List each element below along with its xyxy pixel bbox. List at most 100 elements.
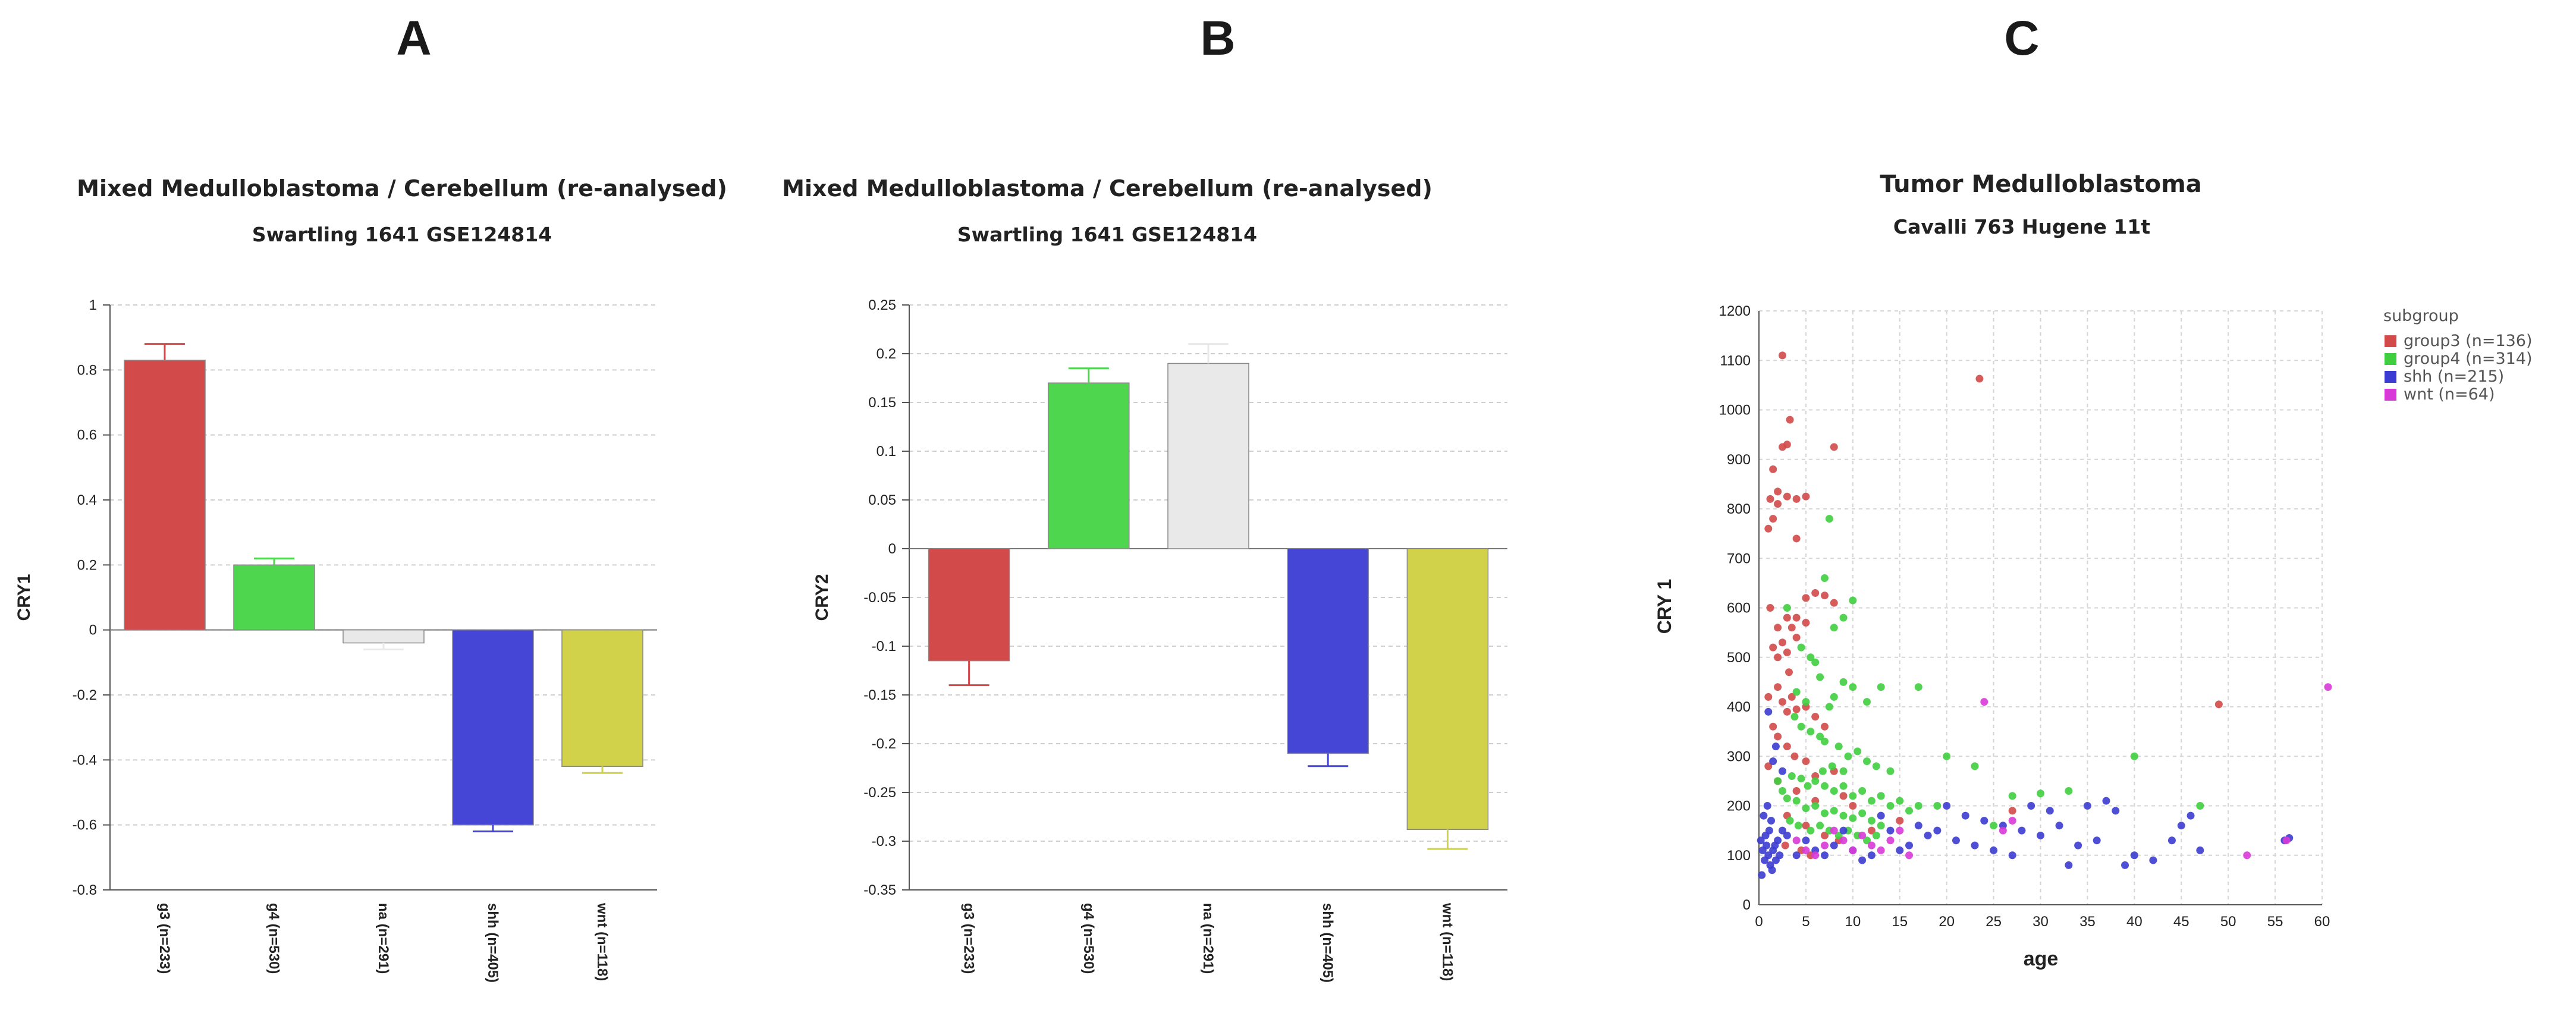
y-axis-label: CRY2 [812,574,832,621]
data-point [1778,826,1786,835]
data-point [1839,826,1848,835]
x-tick-label: g4 (n=530) [1080,903,1097,974]
data-point [1844,752,1852,760]
data-point [1830,787,1838,795]
y-tick-label: 0.8 [77,362,97,378]
bar [1287,548,1369,754]
data-point [2177,822,2185,830]
data-point [1924,831,1932,839]
data-point [1763,802,1771,810]
bar [1048,382,1130,549]
y-tick-label: 0.2 [77,557,97,573]
data-point [1804,782,1812,790]
data-point [1769,757,1777,766]
panel-letter-a: A [396,11,432,65]
x-tick-label: shh (n=405) [485,903,501,983]
data-point [1785,668,1793,677]
data-point [2130,752,2138,760]
data-point [1849,814,1857,822]
data-point [2214,700,2223,709]
y-tick-label: -0.4 [73,752,97,768]
data-point [1854,747,1862,756]
data-point [2037,789,2044,798]
data-point [1839,613,1848,622]
data-point [1839,792,1848,800]
data-point [1820,841,1829,849]
legend-entry: group4 (n=314) [2404,350,2533,368]
data-point [1783,742,1791,751]
data-point [1839,782,1848,790]
data-point [1834,742,1843,751]
panel-letter-b: B [1200,11,1236,65]
x-tick-label: 0 [1755,914,1763,930]
x-tick-label: wnt (n=118) [594,902,610,981]
data-point [2102,797,2110,805]
data-point [1839,836,1848,845]
data-point [1849,846,1857,854]
data-point [1774,487,1782,496]
y-tick-label: 500 [1727,650,1751,666]
y-tick-label: 600 [1727,600,1751,616]
y-tick-label: -0.05 [863,590,896,606]
chart-title: Mixed Medulloblastoma / Cerebellum (re-a… [782,175,1432,202]
data-point [1961,811,1969,820]
data-point [1778,787,1786,795]
data-point [1802,846,1810,854]
y-axis-label: CRY1 [14,574,34,621]
data-point [1816,732,1824,741]
data-point [1792,787,1801,795]
x-tick-label: na (n=291) [1200,903,1216,974]
data-point [1774,777,1782,785]
data-point [1769,465,1777,473]
y-tick-label: -0.2 [73,687,97,703]
y-tick-label: -0.35 [863,882,896,898]
data-point [1792,797,1801,805]
data-point [1820,809,1829,817]
data-point [1792,688,1801,696]
y-tick-label: 0.15 [868,395,896,411]
chart-b: Mixed Medulloblastoma / Cerebellum (re-a… [782,175,1507,983]
data-point [1811,802,1820,810]
data-point [1820,737,1829,745]
legend-entry: group3 (n=136) [2404,332,2533,350]
data-point [1792,633,1801,641]
data-point [1778,698,1786,706]
data-point [1802,594,1810,602]
data-point [2187,811,2195,820]
y-tick-label: -0.6 [73,817,97,833]
data-point [1914,683,1922,691]
y-tick-label: 1 [89,297,97,313]
y-tick-label: 900 [1727,452,1751,468]
chart-title: Tumor Medulloblastoma [1880,171,2202,198]
data-point [1807,728,1815,736]
y-axis-label: CRY 1 [1654,579,1675,634]
data-point [1792,836,1801,845]
data-point [1877,846,1885,854]
data-point [1877,822,1885,830]
data-point [1975,375,1984,383]
data-point [1788,772,1796,781]
data-point [1763,841,1771,849]
x-tick-label: 55 [2267,914,2283,930]
data-point [1783,831,1791,839]
legend-swatch [2385,353,2396,365]
data-point [1783,648,1791,656]
data-point [1849,683,1857,691]
legend-entry: shh (n=215) [2404,367,2504,386]
data-point [1766,495,1774,503]
y-tick-label: -0.15 [863,687,896,703]
x-tick-label: 50 [2220,914,2236,930]
legend-swatch [2385,371,2396,383]
data-point [1811,658,1820,666]
data-point [1792,613,1801,622]
data-point [1999,826,2007,835]
data-point [2018,826,2026,835]
data-point [1863,836,1871,845]
data-point [1849,802,1857,810]
data-point [2243,851,2251,860]
data-point [1872,762,1880,770]
data-point [1811,713,1820,721]
data-point [1825,703,1833,711]
x-tick-label: wnt (n=118) [1439,902,1455,981]
data-point [2149,856,2157,864]
